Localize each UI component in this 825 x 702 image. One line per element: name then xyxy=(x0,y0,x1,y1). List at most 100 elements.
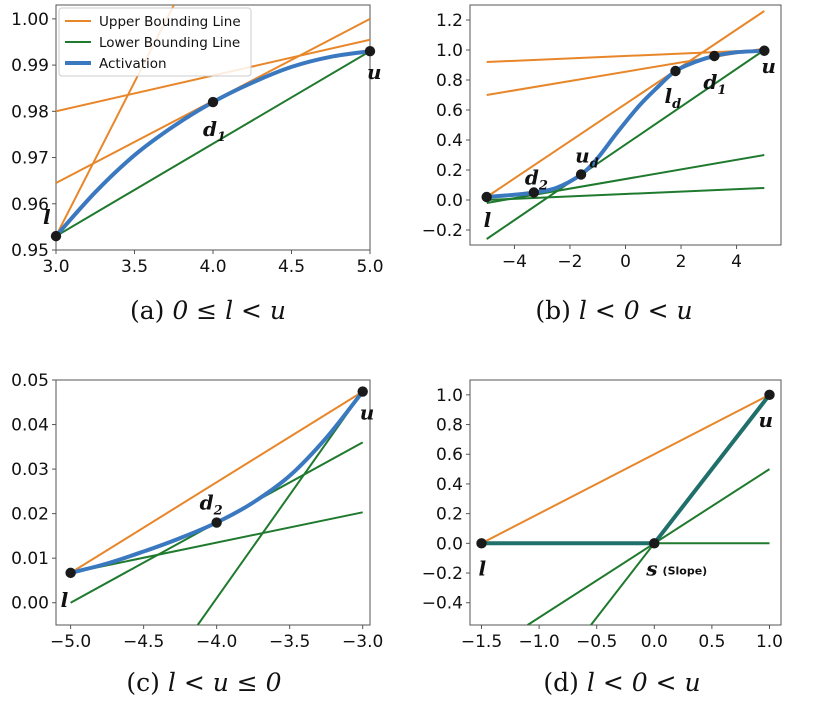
point-u xyxy=(759,45,770,56)
lower-bounding-line xyxy=(196,391,364,625)
x-tick-label: 1.0 xyxy=(756,632,783,652)
point-ud xyxy=(575,169,587,180)
chart-a: 3.0 3.5 4.0 4.5 5.0 0.95 0.96 0.97 0.98 0.99 1.00 l… xyxy=(11,4,384,277)
point-label-subscript: 2 xyxy=(538,179,548,194)
x-tick-label: 0 xyxy=(620,252,631,272)
caption-d: (d) l < 0 < u xyxy=(522,668,722,697)
point-label: l xyxy=(43,205,51,229)
point-d1 xyxy=(207,96,219,108)
point-u xyxy=(764,389,775,401)
slope-note: (Slope) xyxy=(663,564,708,577)
y-tick-label: −0.2 xyxy=(422,221,463,241)
point-d1 xyxy=(709,50,720,62)
x-tick-label: 4.0 xyxy=(199,257,226,277)
y-tick-label: 0.97 xyxy=(11,149,49,169)
y-tick-label: 1.0 xyxy=(436,386,463,406)
legend-label: Lower Bounding Line xyxy=(99,35,240,51)
y-tick-label: 0.0 xyxy=(436,191,463,211)
point-label: l xyxy=(484,208,492,232)
x-tick-label: −4.5 xyxy=(123,632,164,652)
caption-d-prefix: (d) xyxy=(543,668,587,697)
point-l xyxy=(65,567,76,579)
x-tick-label: 0.5 xyxy=(698,632,725,652)
x-tick-label: −2 xyxy=(557,252,582,272)
point-label: ud xyxy=(575,144,599,172)
point-label: l xyxy=(61,588,69,612)
x-tick-label: −3.5 xyxy=(269,632,310,652)
point-u xyxy=(364,46,376,57)
point-l xyxy=(476,538,487,549)
chart-b: −4 −2 0 2 4−0.20.00.20.40.60.81.01.2ld2udldd… xyxy=(422,4,782,272)
x-tick-label: 3.5 xyxy=(121,257,148,277)
point-label-subscript: 1 xyxy=(217,130,226,145)
point-label: d1 xyxy=(203,117,226,145)
y-tick-label: −0.4 xyxy=(422,594,463,614)
y-tick-label: 0.4 xyxy=(436,475,463,495)
x-tick-label: −4.0 xyxy=(196,632,237,652)
x-tick-label: 5.0 xyxy=(356,257,383,277)
y-tick-label: 0.2 xyxy=(436,161,463,181)
point-label-subscript: 1 xyxy=(717,83,726,98)
point-label: d1 xyxy=(703,70,726,98)
point-ld xyxy=(670,65,681,77)
y-tick-label: 0.95 xyxy=(11,241,49,261)
x-tick-label: 0.0 xyxy=(641,632,668,652)
point-d2 xyxy=(211,517,222,528)
y-tick-label: 1.0 xyxy=(436,41,463,61)
legend-label: Activation xyxy=(99,56,167,72)
y-tick-label: 0.4 xyxy=(436,131,463,151)
y-tick-label: 0.0 xyxy=(436,534,463,554)
y-tick-label: 1.00 xyxy=(11,10,49,30)
y-tick-label: 0.8 xyxy=(436,71,463,91)
legend-box xyxy=(58,7,252,77)
chart-d: −1.5 −1.0 −0.5 0.0 0.5 1.0 −0.4 −0.2 0.0 0.2 0.4 0.… xyxy=(422,379,783,652)
y-tick-label: 0.01 xyxy=(11,549,49,569)
point-label: d2 xyxy=(200,491,223,519)
y-tick-label: 0.6 xyxy=(436,101,463,121)
caption-a: (a) 0 ≤ l < u xyxy=(108,296,308,325)
x-tick-label: 3.0 xyxy=(42,257,69,277)
caption-b-math: l < 0 < u xyxy=(578,296,693,325)
axes-frame xyxy=(55,379,371,626)
y-tick-label: 0.2 xyxy=(436,505,463,525)
y-tick-label: 0.02 xyxy=(11,505,49,525)
lower-bounding-line xyxy=(56,50,370,237)
point-label: d2 xyxy=(525,166,548,194)
point-s xyxy=(649,538,660,549)
upper-bounding-line xyxy=(481,393,770,545)
point-label: l xyxy=(479,556,487,580)
point-label-subscript: d xyxy=(590,157,599,172)
x-tick-label: 2 xyxy=(676,252,687,272)
caption-c-math: l < u ≤ 0 xyxy=(167,668,282,697)
upper-bounding-line xyxy=(486,10,765,198)
lower-bounding-line xyxy=(486,187,765,201)
x-tick-label: −5.0 xyxy=(50,632,91,652)
point-label: s (Slope) xyxy=(645,556,707,580)
y-tick-label: 0.6 xyxy=(436,445,463,465)
x-tick-label: −0.5 xyxy=(576,632,617,652)
plot-lines-b xyxy=(484,10,767,240)
chart-c: −5.0 −4.5 −4.0 −3.5 −3.0 0.00 0.01 0.02 0.03 0.04… xyxy=(11,371,383,652)
y-tick-label: 0.03 xyxy=(11,460,49,480)
y-tick-label: 1.2 xyxy=(436,11,463,31)
x-tick-label: −1.5 xyxy=(461,632,502,652)
plot-lines-d xyxy=(479,392,772,625)
x-tick-label: −3.0 xyxy=(342,632,383,652)
upper-bounding-line xyxy=(486,49,765,63)
x-tick-label: 4.5 xyxy=(278,257,305,277)
caption-b-prefix: (b) xyxy=(535,296,579,325)
caption-c: (c) l < u ≤ 0 xyxy=(104,668,304,697)
caption-a-math: 0 ≤ l < u xyxy=(172,296,287,325)
lower-bounding-line xyxy=(527,468,771,625)
caption-d-math: l < 0 < u xyxy=(586,668,701,697)
y-tick-label: −0.2 xyxy=(422,564,463,584)
point-l xyxy=(50,230,62,242)
axes-frame xyxy=(469,379,782,626)
y-tick-label: 0.98 xyxy=(11,102,49,122)
point-label: ld xyxy=(664,84,681,112)
caption-a-prefix: (a) xyxy=(129,296,173,325)
y-tick-label: 0.04 xyxy=(11,416,49,436)
upper-bounding-line xyxy=(70,390,364,574)
point-label: u xyxy=(367,60,382,84)
